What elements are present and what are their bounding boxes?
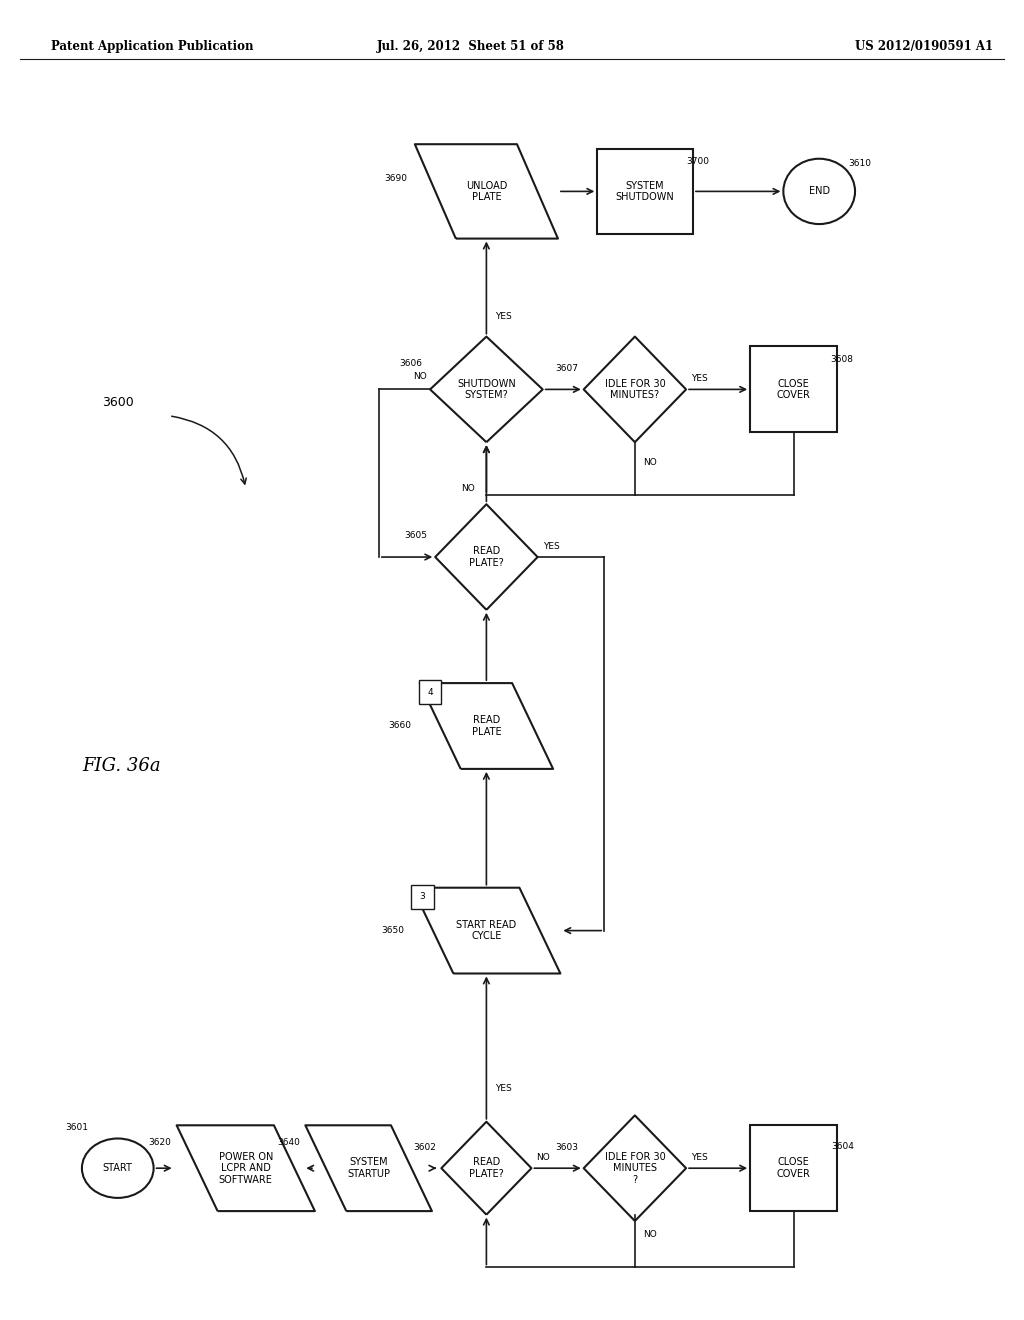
Text: END: END bbox=[809, 186, 829, 197]
Text: 3: 3 bbox=[420, 892, 426, 902]
Text: Patent Application Publication: Patent Application Publication bbox=[51, 40, 254, 53]
Text: YES: YES bbox=[495, 1084, 511, 1093]
Text: NO: NO bbox=[414, 372, 427, 380]
Text: 3650: 3650 bbox=[381, 927, 404, 935]
Text: NO: NO bbox=[537, 1154, 550, 1162]
Text: SYSTEM
SHUTDOWN: SYSTEM SHUTDOWN bbox=[615, 181, 675, 202]
Text: NO: NO bbox=[461, 484, 474, 492]
FancyBboxPatch shape bbox=[412, 884, 434, 908]
Text: 3690: 3690 bbox=[384, 174, 408, 183]
Text: FIG. 36a: FIG. 36a bbox=[82, 756, 161, 775]
Text: Jul. 26, 2012  Sheet 51 of 58: Jul. 26, 2012 Sheet 51 of 58 bbox=[377, 40, 565, 53]
Text: READ
PLATE?: READ PLATE? bbox=[469, 1158, 504, 1179]
Text: US 2012/0190591 A1: US 2012/0190591 A1 bbox=[855, 40, 993, 53]
Text: NO: NO bbox=[643, 458, 656, 466]
Text: 3603: 3603 bbox=[556, 1143, 579, 1151]
Text: 3608: 3608 bbox=[830, 355, 854, 364]
Text: 3610: 3610 bbox=[849, 158, 871, 168]
Text: NO: NO bbox=[643, 1230, 656, 1239]
Text: 3604: 3604 bbox=[830, 1142, 854, 1151]
Text: 3606: 3606 bbox=[399, 359, 422, 367]
Text: READ
PLATE: READ PLATE bbox=[472, 715, 501, 737]
Text: READ
PLATE?: READ PLATE? bbox=[469, 546, 504, 568]
Text: POWER ON
LCPR AND
SOFTWARE: POWER ON LCPR AND SOFTWARE bbox=[218, 1151, 273, 1185]
Text: 3620: 3620 bbox=[148, 1138, 171, 1147]
FancyBboxPatch shape bbox=[419, 681, 441, 704]
Text: START: START bbox=[102, 1163, 133, 1173]
Text: 4: 4 bbox=[427, 688, 433, 697]
Text: SYSTEM
STARTUP: SYSTEM STARTUP bbox=[347, 1158, 390, 1179]
Text: UNLOAD
PLATE: UNLOAD PLATE bbox=[466, 181, 507, 202]
Text: 3660: 3660 bbox=[388, 722, 412, 730]
Text: YES: YES bbox=[495, 313, 511, 321]
Text: 3605: 3605 bbox=[404, 532, 427, 540]
Text: YES: YES bbox=[691, 1154, 708, 1162]
Text: IDLE FOR 30
MINUTES?: IDLE FOR 30 MINUTES? bbox=[604, 379, 666, 400]
Text: CLOSE
COVER: CLOSE COVER bbox=[776, 1158, 811, 1179]
Text: 3607: 3607 bbox=[556, 364, 579, 372]
Text: IDLE FOR 30
MINUTES
?: IDLE FOR 30 MINUTES ? bbox=[604, 1151, 666, 1185]
Text: 3700: 3700 bbox=[687, 157, 710, 166]
Text: 3601: 3601 bbox=[66, 1123, 88, 1131]
Text: YES: YES bbox=[543, 543, 559, 550]
Text: CLOSE
COVER: CLOSE COVER bbox=[776, 379, 811, 400]
Text: SHUTDOWN
SYSTEM?: SHUTDOWN SYSTEM? bbox=[457, 379, 516, 400]
Text: YES: YES bbox=[691, 375, 708, 383]
Text: 3640: 3640 bbox=[278, 1138, 300, 1147]
Text: START READ
CYCLE: START READ CYCLE bbox=[457, 920, 516, 941]
Text: 3600: 3600 bbox=[102, 396, 134, 409]
Text: 3602: 3602 bbox=[414, 1143, 436, 1151]
